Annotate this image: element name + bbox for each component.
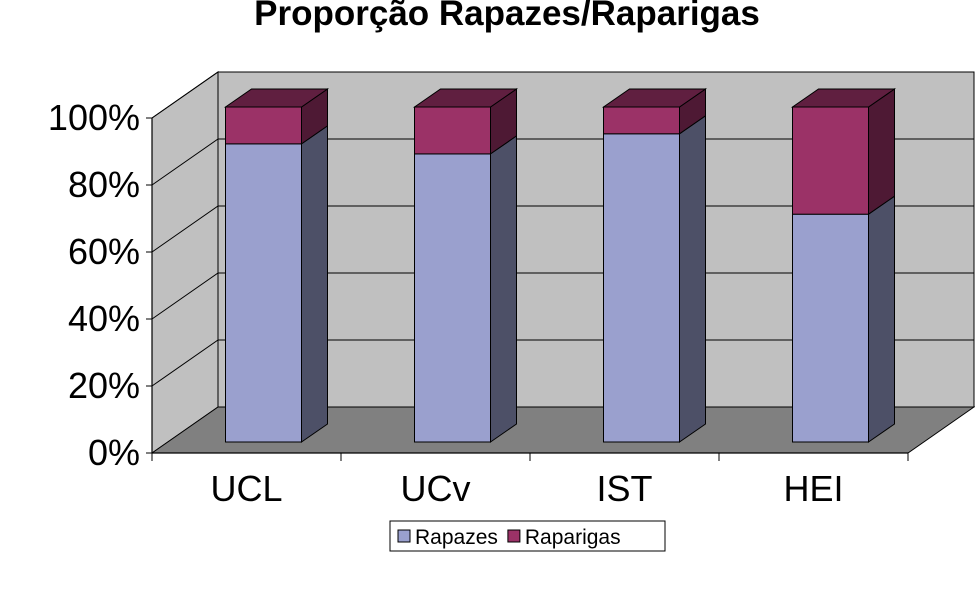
y-tick-label: 80% [68, 164, 140, 205]
y-tick-label: 40% [68, 298, 140, 339]
bar-side-ist-rapazes [679, 114, 706, 443]
legend-swatch [397, 529, 411, 543]
chart-walls [150, 71, 975, 454]
gridlines [151, 71, 974, 387]
legend: Rapazes Raparigas [389, 520, 666, 552]
bar-hei-rapazes [792, 213, 869, 443]
x-tick-label: UCL [210, 468, 282, 509]
bar-hei-raparigas [792, 106, 869, 215]
legend-label: Raparigas [525, 526, 621, 549]
legend-label: Rapazes [415, 526, 498, 549]
x-tick-label: UCv [401, 468, 471, 509]
bar-ucl-rapazes [225, 143, 302, 443]
x-tick-label: IST [596, 468, 652, 509]
y-tick-label: 0% [88, 432, 140, 473]
bar-side-ucv-rapazes [490, 134, 517, 443]
gridline [151, 339, 974, 387]
bar-ucv-raparigas [414, 106, 491, 155]
bar-top-ucv [412, 88, 519, 108]
gridline [151, 71, 974, 119]
side-wall [151, 71, 219, 454]
bars [223, 88, 897, 443]
legend-swatch [507, 529, 521, 543]
bar-side-hei-raparigas [868, 88, 895, 216]
bar-top-ist [601, 88, 708, 108]
bar-top-hei [790, 88, 897, 108]
bar-ist-rapazes [603, 133, 680, 443]
gridline [151, 272, 974, 320]
bar-ucv-rapazes [414, 153, 491, 443]
bar-top-ucl [223, 88, 330, 108]
bar-ist-raparigas [603, 106, 680, 135]
axes: 0% 20% 40% 60% 80% 100% UCL UCv IST HEI [48, 97, 909, 509]
y-tick-label: 100% [48, 97, 140, 138]
gridline [151, 138, 974, 186]
bar-ucl-raparigas [225, 106, 302, 145]
chart-title: Proporção Rapazes/Raparigas [254, 0, 760, 33]
y-tick-label: 20% [68, 365, 140, 406]
gridline [151, 205, 974, 253]
legend-box [389, 520, 666, 552]
bar-side-hei-rapazes [868, 195, 895, 443]
bar-side-ucl-rapazes [301, 124, 328, 443]
x-tick-label: HEI [783, 468, 843, 509]
y-tick-label: 60% [68, 231, 140, 272]
